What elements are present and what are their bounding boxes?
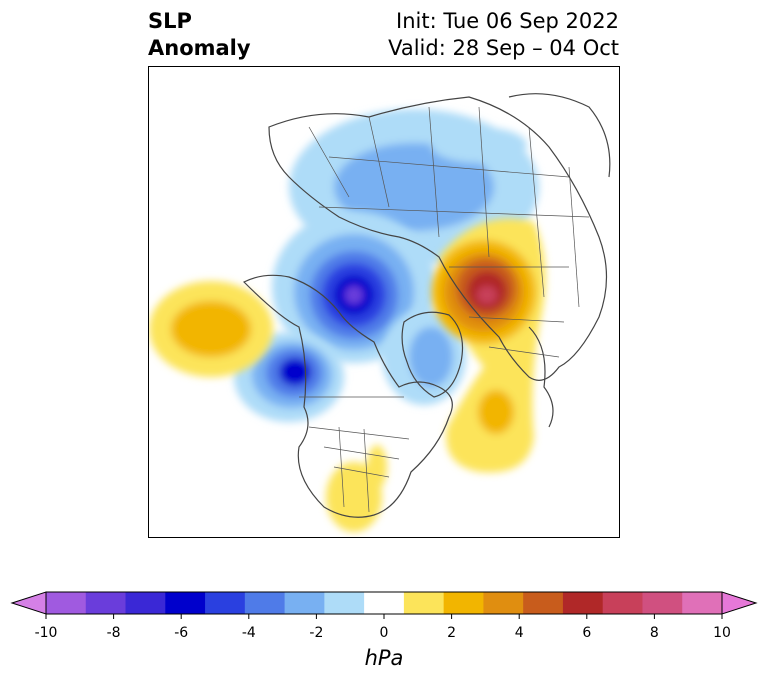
colorbar-segment (284, 592, 325, 614)
colorbar-tick-label: 10 (713, 625, 731, 641)
colorbar-extend-right (721, 591, 758, 615)
colorbar-tick-label: -6 (174, 625, 189, 641)
colorbar-segment (324, 592, 365, 614)
title-line-anomaly: Anomaly (148, 36, 251, 60)
colorbar-unit-label: hPa (364, 646, 404, 670)
anomaly-map (149, 67, 619, 537)
colorbar-segment (562, 592, 604, 614)
colorbar-extend-left (10, 591, 47, 615)
colorbar-segment (682, 592, 723, 614)
colorbar-segment (205, 592, 246, 614)
negative-anomaly-greenland (382, 309, 466, 405)
colorbar-tick-label: -4 (241, 625, 256, 641)
negative-anomaly-low-center (272, 211, 436, 363)
title-line-slp: SLP (148, 9, 192, 33)
positive-anomaly-eurasia (432, 218, 546, 473)
colorbar-tick-label: 8 (649, 625, 659, 641)
valid-range: Valid: 28 Sep – 04 Oct (388, 36, 619, 60)
colorbar-segment (125, 592, 166, 614)
colorbar-segment (165, 592, 206, 614)
colorbar-ticks (45, 614, 723, 619)
colorbar-tick-label: 0 (379, 625, 389, 641)
colorbar (10, 591, 758, 619)
colorbar-tick-label: 4 (514, 625, 524, 641)
colorbar-segment (483, 592, 524, 614)
date-info: Init: Tue 06 Sep 2022 Valid: 28 Sep – 04… (388, 8, 619, 62)
colorbar-tick-label: -10 (34, 625, 58, 641)
colorbar-tick-label: -2 (309, 625, 324, 641)
colorbar-segment (642, 592, 683, 614)
colorbar-segment (403, 592, 445, 614)
colorbar-segment (244, 592, 286, 614)
colorbar-segment (46, 592, 87, 614)
colorbar-tick-label: 2 (447, 625, 457, 641)
map-panel (148, 66, 620, 538)
country-borders (299, 106, 590, 513)
colorbar-segment (523, 592, 564, 614)
colorbar-tick-label: -8 (106, 625, 121, 641)
negative-anomaly-low-pacific (234, 332, 344, 422)
colorbar-tick-label: 6 (582, 625, 592, 641)
init-date: Init: Tue 06 Sep 2022 (396, 9, 619, 33)
chart-title: SLP Anomaly (148, 8, 251, 62)
colorbar-segments (46, 592, 723, 614)
colorbar-segment (85, 592, 127, 614)
coastlines (242, 93, 611, 518)
colorbar-segment (443, 592, 484, 614)
positive-anomaly-pacific (149, 281, 273, 377)
colorbar-segment (364, 592, 405, 614)
colorbar-segment (602, 592, 643, 614)
